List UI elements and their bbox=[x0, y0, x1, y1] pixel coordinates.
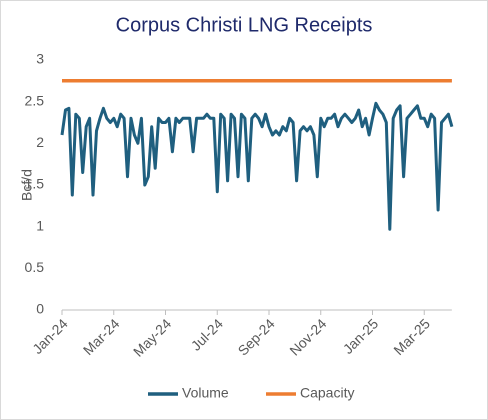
y-tick-label: 1 bbox=[36, 217, 44, 233]
legend-label: Capacity bbox=[300, 385, 354, 401]
series-line bbox=[60, 101, 454, 231]
y-tick-label: 2.5 bbox=[25, 92, 45, 108]
y-axis-label: Bcf/d bbox=[19, 169, 35, 201]
y-tick-label: 1.5 bbox=[25, 176, 45, 192]
y-tick-label: 0.5 bbox=[25, 259, 45, 275]
y-tick-label: 3 bbox=[36, 51, 44, 67]
chart-title: Corpus Christi LNG Receipts bbox=[116, 14, 373, 36]
y-tick-label: 2 bbox=[36, 134, 44, 150]
y-tick-label: 0 bbox=[36, 301, 44, 317]
legend-label: Volume bbox=[182, 385, 229, 401]
